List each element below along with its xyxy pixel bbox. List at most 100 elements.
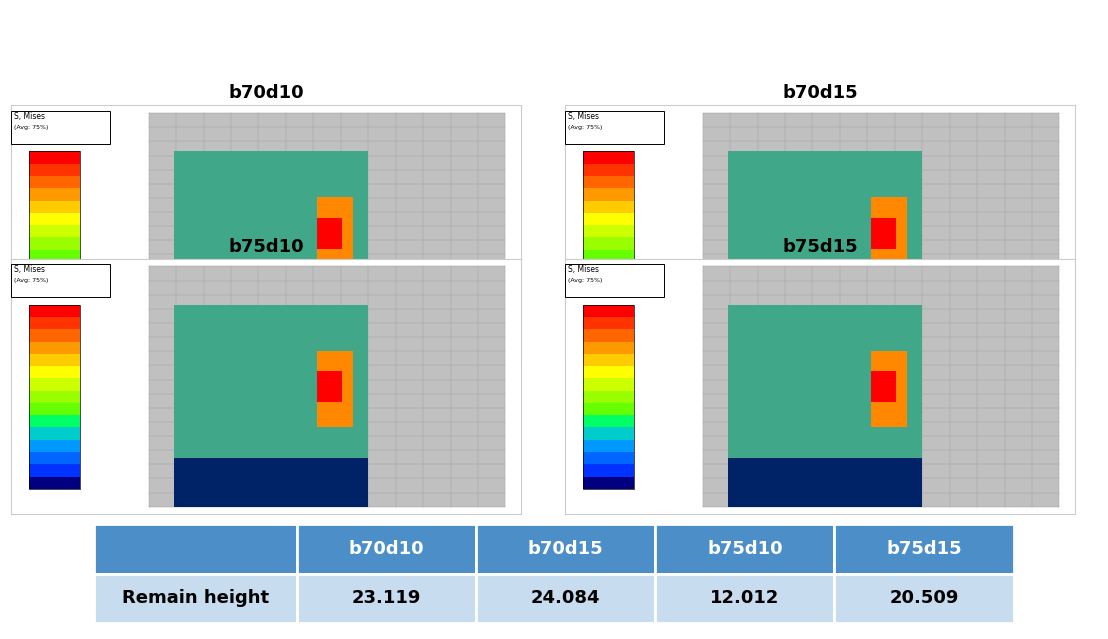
Bar [475, 524, 655, 574]
Bar [728, 305, 922, 458]
Bar [29, 286, 80, 298]
FancyBboxPatch shape [11, 111, 111, 144]
Bar [583, 274, 634, 286]
Bar [583, 323, 634, 335]
Text: S, Mises: S, Mises [567, 112, 598, 121]
Bar [29, 225, 80, 237]
Bar [583, 452, 634, 465]
Bar [29, 176, 80, 189]
Bar [834, 574, 1014, 623]
Bar [317, 197, 352, 274]
Bar [29, 465, 80, 477]
Text: 12.012: 12.012 [710, 589, 780, 607]
Bar [29, 342, 80, 354]
Bar [29, 452, 80, 465]
Bar [29, 298, 80, 311]
Bar [29, 274, 80, 286]
Bar [583, 189, 634, 201]
Text: 23.119: 23.119 [351, 589, 421, 607]
Bar [29, 427, 80, 440]
Text: S, Mises: S, Mises [567, 265, 598, 274]
Bar [655, 574, 834, 623]
Bar [174, 151, 368, 305]
Bar [583, 305, 634, 489]
Text: (Avg: 75%): (Avg: 75%) [13, 278, 48, 283]
Bar [583, 176, 634, 189]
Bar [583, 427, 634, 440]
Bar [702, 113, 1059, 353]
Bar [728, 458, 922, 507]
Bar [728, 305, 922, 353]
Bar [29, 378, 80, 390]
Bar [583, 354, 634, 366]
Text: (Avg: 75%): (Avg: 75%) [567, 125, 602, 130]
Bar [583, 151, 634, 335]
Text: S, Mises: S, Mises [13, 265, 44, 274]
Bar [583, 311, 634, 323]
Text: S, Mises: S, Mises [13, 112, 44, 121]
Bar [29, 189, 80, 201]
Bar [29, 366, 80, 378]
Bar [29, 151, 80, 164]
Bar [583, 305, 634, 317]
Bar [317, 371, 342, 402]
FancyBboxPatch shape [565, 264, 665, 297]
Bar [317, 351, 352, 427]
Bar [475, 574, 655, 623]
Bar [174, 458, 368, 507]
Bar [174, 305, 368, 458]
Text: b70d10: b70d10 [348, 540, 424, 558]
Bar [29, 250, 80, 262]
Text: b70d15: b70d15 [527, 540, 604, 558]
Title: b70d10: b70d10 [228, 84, 304, 102]
Bar [29, 440, 80, 452]
Bar [29, 305, 80, 317]
Bar [29, 213, 80, 225]
Bar [871, 371, 896, 402]
Bar [29, 305, 80, 489]
Bar [871, 351, 906, 427]
Text: (Avg: 75%): (Avg: 75%) [567, 278, 602, 283]
Bar [871, 218, 896, 249]
Bar [297, 574, 475, 623]
Bar [29, 164, 80, 176]
Bar [583, 317, 634, 329]
FancyBboxPatch shape [11, 264, 111, 297]
Bar [29, 477, 80, 489]
Bar [317, 218, 342, 249]
Bar [583, 440, 634, 452]
Bar [174, 305, 368, 353]
Title: b70d15: b70d15 [782, 84, 858, 102]
Text: (Avg: 75%): (Avg: 75%) [13, 125, 48, 130]
Bar [148, 113, 505, 353]
Bar [583, 403, 634, 415]
Bar [583, 213, 634, 225]
Title: b75d10: b75d10 [228, 238, 304, 256]
Bar [29, 151, 80, 335]
Bar [583, 342, 634, 354]
Text: 20.509: 20.509 [890, 589, 958, 607]
Bar [583, 465, 634, 477]
Text: Remain height: Remain height [122, 589, 269, 607]
Text: b75d15: b75d15 [886, 540, 962, 558]
Bar [29, 237, 80, 250]
Bar [583, 390, 634, 403]
Bar [583, 262, 634, 274]
Bar [148, 266, 505, 507]
Bar [583, 415, 634, 427]
Bar [583, 477, 634, 489]
Bar [728, 151, 922, 305]
Bar [29, 323, 80, 335]
Bar [29, 262, 80, 274]
Bar [583, 237, 634, 250]
Bar [29, 317, 80, 329]
Bar [834, 524, 1014, 574]
Bar [29, 329, 80, 342]
Bar [29, 415, 80, 427]
Bar [94, 524, 297, 574]
Bar [29, 354, 80, 366]
Bar [583, 164, 634, 176]
Bar [583, 286, 634, 298]
Title: b75d15: b75d15 [782, 238, 858, 256]
Bar [29, 201, 80, 213]
